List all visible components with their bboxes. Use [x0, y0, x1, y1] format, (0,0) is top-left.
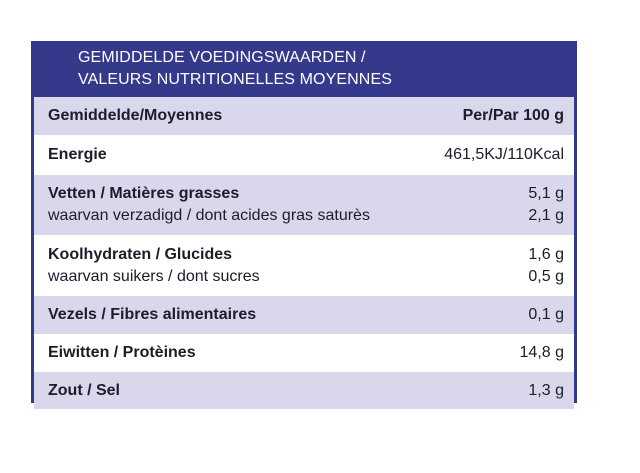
header-unit: Per/Par 100 g — [462, 107, 564, 124]
salt-value: 1,3 g — [528, 381, 564, 399]
fibre-label: Vezels / Fibres alimentaires — [48, 306, 257, 323]
protein-row: Eiwitten / Protèines 14,8 g — [34, 334, 574, 372]
sugars-label: waarvan suikers / dont sucres — [48, 267, 260, 285]
saturated-fat-label: waarvan verzadigd / dont acides gras sat… — [48, 207, 370, 224]
title-line-dutch: GEMIDDELDE VOEDINGSWAARDEN / — [78, 49, 366, 66]
salt-row: Zout / Sel 1,3 g — [34, 372, 574, 409]
nutrition-table-title: GEMIDDELDE VOEDINGSWAARDEN / VALEURS NUT… — [34, 41, 574, 97]
energy-row: Energie 461,5KJ/110Kcal — [34, 135, 574, 175]
energy-label: Energie — [48, 146, 107, 163]
protein-label: Eiwitten / Protèines — [48, 344, 196, 361]
sugars-value: 0,5 g — [528, 267, 564, 285]
nutrition-table: Gemiddelde/Moyennes Per/Par 100 g Energi… — [34, 97, 574, 409]
fibre-row: Vezels / Fibres alimentaires 0,1 g — [34, 296, 574, 334]
protein-value: 14,8 g — [519, 344, 564, 361]
carbohydrates-row: Koolhydraten / Glucides waarvan suikers … — [34, 235, 574, 296]
salt-label: Zout / Sel — [48, 381, 120, 399]
carbohydrates-value: 1,6 g — [528, 245, 564, 263]
nutrition-table-panel: GEMIDDELDE VOEDINGSWAARDEN / VALEURS NUT… — [31, 41, 577, 409]
carbohydrates-label: Koolhydraten / Glucides — [48, 245, 233, 263]
energy-value: 461,5KJ/110Kcal — [444, 146, 564, 163]
fat-value: 5,1 g — [528, 185, 564, 202]
title-line-french: VALEURS NUTRITIONELLES MOYENNES — [78, 71, 392, 88]
fat-label: Vetten / Matières grasses — [48, 185, 240, 202]
saturated-fat-value: 2,1 g — [528, 207, 564, 224]
table-header-row: Gemiddelde/Moyennes Per/Par 100 g — [34, 97, 574, 135]
header-label: Gemiddelde/Moyennes — [48, 107, 223, 124]
fibre-value: 0,1 g — [528, 306, 564, 323]
fat-row: Vetten / Matières grasses waarvan verzad… — [34, 175, 574, 235]
